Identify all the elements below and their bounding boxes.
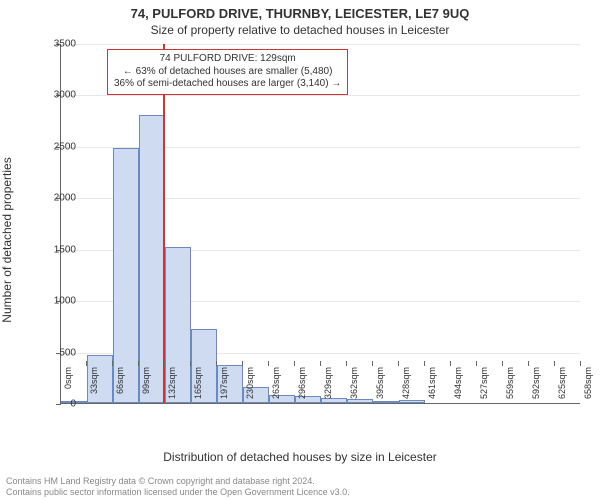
chart-container: 74, PULFORD DRIVE, THURNBY, LEICESTER, L… <box>0 0 600 500</box>
annotation-line: 74 PULFORD DRIVE: 129sqm <box>114 53 341 66</box>
x-tick-mark <box>190 361 191 366</box>
x-tick-mark <box>346 361 347 366</box>
x-tick-label: 66sqm <box>115 367 125 394</box>
histogram-bar <box>139 115 165 403</box>
y-tick-label: 3500 <box>36 39 76 50</box>
x-tick-label: 33sqm <box>89 367 99 394</box>
x-tick-mark <box>372 361 373 366</box>
y-tick-label: 3000 <box>36 90 76 101</box>
marker-line <box>163 44 165 403</box>
x-tick-mark <box>268 361 269 366</box>
x-tick-mark <box>216 361 217 366</box>
x-tick-mark <box>294 361 295 366</box>
x-tick-label: 165sqm <box>193 367 203 399</box>
histogram-bar <box>373 401 399 403</box>
x-tick-label: 559sqm <box>505 367 515 399</box>
x-tick-label: 263sqm <box>271 367 281 399</box>
plot-area: 74 PULFORD DRIVE: 129sqm← 63% of detache… <box>60 44 580 404</box>
x-tick-mark <box>164 361 165 366</box>
x-tick-label: 494sqm <box>453 367 463 399</box>
x-tick-label: 527sqm <box>479 367 489 399</box>
annotation-line: ← 63% of detached houses are smaller (5,… <box>114 66 341 79</box>
y-tick-label: 1500 <box>36 244 76 255</box>
x-tick-mark <box>86 361 87 366</box>
x-tick-mark <box>476 361 477 366</box>
y-tick-label: 1000 <box>36 296 76 307</box>
x-tick-label: 197sqm <box>219 367 229 399</box>
chart-title: 74, PULFORD DRIVE, THURNBY, LEICESTER, L… <box>0 0 600 21</box>
annotation-line: 36% of semi-detached houses are larger (… <box>114 78 341 91</box>
x-tick-label: 99sqm <box>141 367 151 394</box>
grid-line <box>61 44 580 45</box>
x-tick-label: 395sqm <box>375 367 385 399</box>
y-tick-label: 500 <box>36 347 76 358</box>
chart-subtitle: Size of property relative to detached ho… <box>0 21 600 37</box>
grid-line <box>61 95 580 96</box>
x-tick-mark <box>60 361 61 366</box>
x-tick-label: 0sqm <box>63 367 73 389</box>
x-tick-mark <box>112 361 113 366</box>
footer-line-1: Contains HM Land Registry data © Crown c… <box>6 476 350 487</box>
footer-attribution: Contains HM Land Registry data © Crown c… <box>6 476 350 498</box>
x-tick-mark <box>242 361 243 366</box>
x-tick-label: 329sqm <box>323 367 333 399</box>
x-tick-mark <box>450 361 451 366</box>
histogram-bar <box>399 400 425 403</box>
x-tick-label: 296sqm <box>297 367 307 399</box>
x-tick-mark <box>528 361 529 366</box>
x-axis-label: Distribution of detached houses by size … <box>0 450 600 464</box>
x-tick-mark <box>320 361 321 366</box>
x-tick-mark <box>398 361 399 366</box>
y-tick-label: 2500 <box>36 141 76 152</box>
x-tick-label: 461sqm <box>427 367 437 399</box>
x-tick-label: 132sqm <box>167 367 177 399</box>
histogram-bar <box>347 399 373 403</box>
x-tick-label: 592sqm <box>531 367 541 399</box>
x-tick-label: 428sqm <box>401 367 411 399</box>
x-tick-mark <box>554 361 555 366</box>
x-tick-mark <box>424 361 425 366</box>
y-tick-label: 0 <box>36 399 76 410</box>
x-tick-mark <box>502 361 503 366</box>
x-tick-mark <box>580 361 581 366</box>
x-tick-mark <box>138 361 139 366</box>
footer-line-2: Contains public sector information licen… <box>6 487 350 498</box>
x-tick-label: 625sqm <box>557 367 567 399</box>
x-tick-label: 230sqm <box>245 367 255 399</box>
x-tick-label: 658sqm <box>583 367 593 399</box>
histogram-bar <box>113 148 139 403</box>
y-tick-label: 2000 <box>36 193 76 204</box>
x-tick-label: 362sqm <box>349 367 359 399</box>
annotation-box: 74 PULFORD DRIVE: 129sqm← 63% of detache… <box>107 49 348 95</box>
